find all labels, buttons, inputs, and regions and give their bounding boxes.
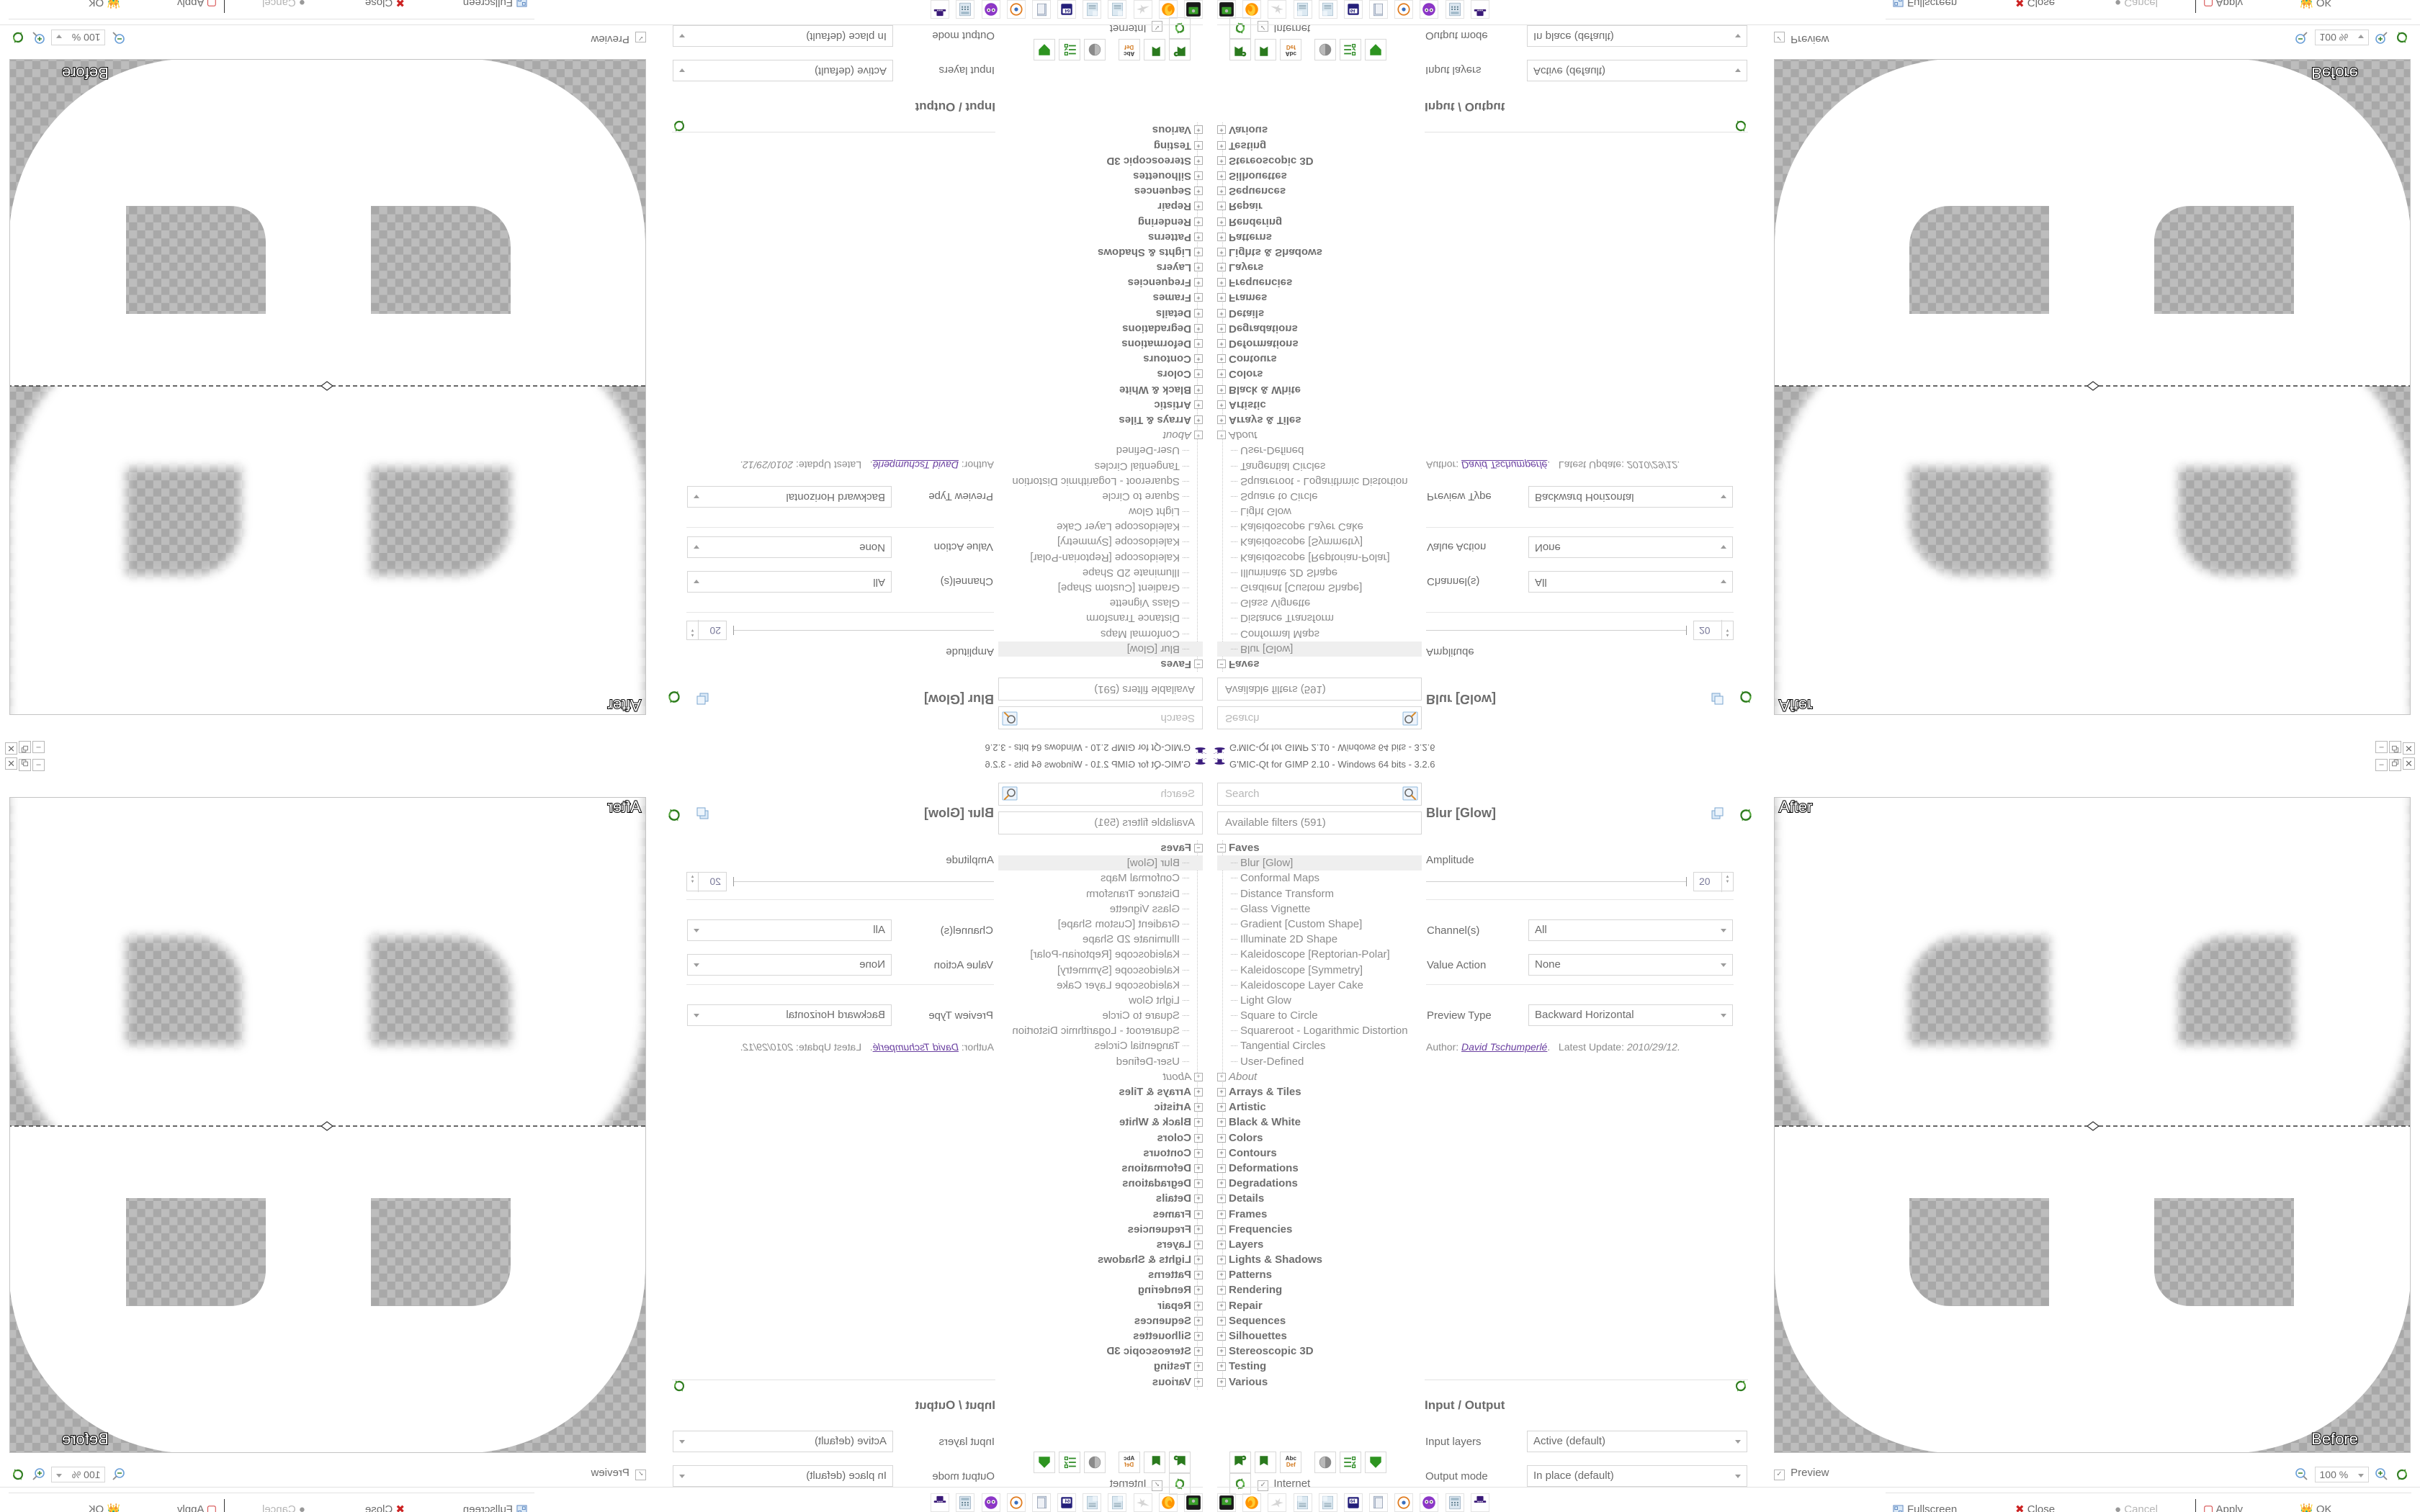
svg-text:Before: Before xyxy=(2311,1430,2358,1448)
svg-text:After: After xyxy=(1779,798,1812,816)
svg-text:Before: Before xyxy=(62,1430,109,1448)
svg-text:64: 64 xyxy=(1350,1500,1355,1504)
svg-text:After: After xyxy=(608,696,641,714)
svg-text:64: 64 xyxy=(1065,1500,1070,1504)
svg-text:64: 64 xyxy=(1065,8,1070,12)
svg-text:64: 64 xyxy=(1350,8,1355,12)
svg-text:Before: Before xyxy=(62,64,109,82)
svg-text:After: After xyxy=(608,798,641,816)
svg-text:Before: Before xyxy=(2311,64,2358,82)
svg-text:After: After xyxy=(1779,696,1812,714)
